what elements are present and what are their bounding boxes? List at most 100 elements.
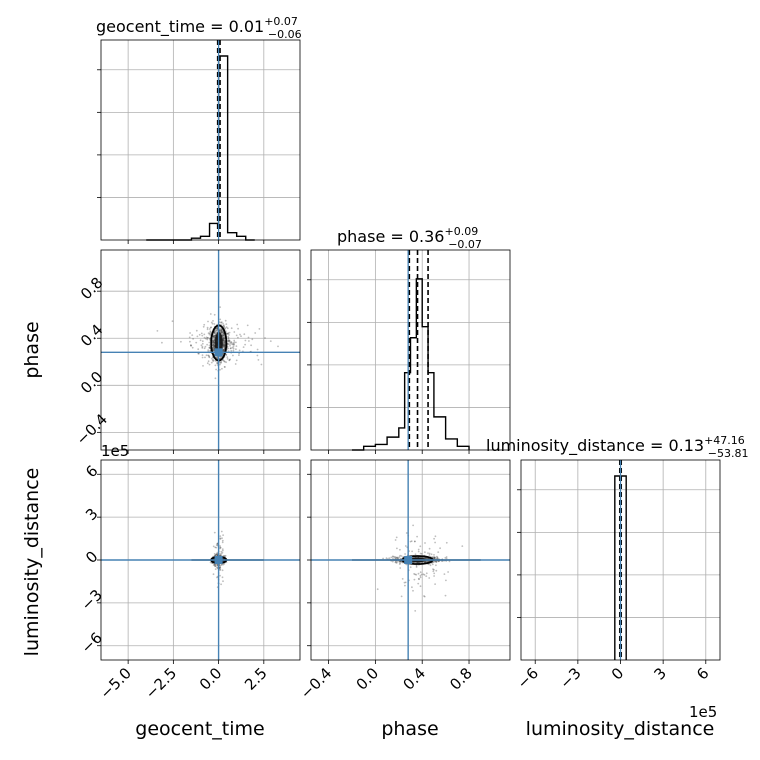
sample-point: [233, 339, 236, 342]
xtick-label-geocent_time: −2.5: [142, 664, 180, 702]
sample-point: [233, 344, 235, 346]
sample-point: [436, 557, 439, 559]
sample-point: [243, 333, 246, 336]
sample-point: [212, 349, 215, 352]
sample-point: [213, 338, 216, 341]
sample-point: [219, 357, 222, 359]
sample-point: [223, 341, 226, 344]
sample-point: [213, 336, 216, 339]
sample-point: [229, 347, 232, 350]
sample-point: [444, 557, 447, 559]
sample-point: [395, 562, 398, 564]
sample-point: [219, 564, 222, 567]
xtick-label-luminosity_distance: −6: [514, 664, 542, 692]
sample-point: [212, 343, 215, 346]
sample-point: [239, 333, 241, 336]
sample-point: [238, 349, 241, 352]
sample-point: [208, 355, 211, 358]
sample-point: [428, 577, 431, 579]
sample-point: [218, 329, 221, 332]
sample-point: [213, 334, 216, 337]
sample-point: [392, 555, 394, 558]
sample-point: [219, 362, 222, 364]
sample-point: [400, 555, 403, 557]
sample-point: [222, 325, 225, 327]
sample-point: [210, 331, 212, 334]
sample-point: [222, 349, 225, 351]
sample-point: [222, 348, 225, 351]
sample-point: [461, 545, 464, 547]
sample-point: [437, 560, 440, 563]
sample-point: [435, 564, 437, 567]
sample-point: [388, 557, 391, 560]
sample-point: [215, 329, 218, 332]
sample-point: [225, 354, 227, 356]
sample-point: [207, 360, 210, 363]
sample-point: [222, 343, 225, 346]
sample-point: [213, 344, 216, 347]
sample-point: [209, 330, 212, 333]
sample-point: [230, 327, 233, 330]
sample-point: [392, 556, 394, 558]
sample-point: [219, 357, 222, 360]
sample-point: [433, 554, 435, 556]
sample-point: [201, 342, 204, 345]
sample-point: [227, 339, 230, 342]
sample-point: [417, 577, 420, 580]
sample-point: [433, 575, 435, 577]
sample-point: [222, 332, 225, 335]
sample-point: [212, 335, 215, 337]
sample-point: [213, 330, 216, 333]
sample-point: [212, 340, 215, 343]
sample-point: [222, 534, 225, 536]
sample-point: [398, 563, 401, 565]
sample-point: [216, 329, 218, 332]
xtick-label-phase: −0.4: [297, 664, 335, 702]
sample-point: [436, 556, 439, 559]
sample-point: [224, 327, 227, 330]
sample-point: [224, 554, 227, 557]
sample-point: [206, 337, 209, 339]
sample-point: [219, 306, 222, 308]
sample-point: [222, 332, 225, 335]
sample-point: [412, 589, 414, 592]
sample-point: [394, 561, 397, 564]
sample-point: [444, 594, 447, 597]
sample-point: [221, 332, 223, 334]
sample-point: [206, 338, 209, 341]
sample-point: [264, 337, 266, 339]
sample-point: [216, 566, 218, 569]
sample-point: [230, 341, 233, 343]
sample-point: [195, 341, 198, 344]
sample-point: [221, 334, 224, 336]
sample-point: [435, 561, 438, 563]
sample-point: [235, 359, 238, 362]
sample-point: [219, 546, 222, 549]
sample-point: [219, 537, 222, 540]
sample-point: [399, 554, 401, 557]
sample-point: [238, 354, 240, 356]
sample-point: [395, 560, 397, 563]
sample-point: [222, 338, 225, 340]
sample-point: [222, 334, 225, 337]
sample-point: [392, 557, 394, 560]
sample-point: [222, 341, 225, 344]
sample-point: [216, 362, 219, 365]
sample-point: [209, 350, 212, 352]
sample-point: [220, 329, 223, 332]
sample-point: [212, 336, 215, 338]
sample-point: [223, 344, 226, 346]
sample-point: [436, 557, 439, 560]
sample-point: [234, 363, 237, 365]
sample-point: [428, 552, 431, 555]
sample-point: [222, 339, 225, 342]
sample-point: [214, 553, 217, 556]
sample-point: [435, 560, 437, 563]
sample-point: [208, 328, 211, 330]
sample-point: [220, 321, 223, 324]
sample-point: [215, 368, 218, 371]
sample-point: [420, 553, 423, 555]
sample-point: [404, 545, 407, 547]
sample-point: [212, 343, 214, 345]
sample-point: [214, 364, 217, 367]
